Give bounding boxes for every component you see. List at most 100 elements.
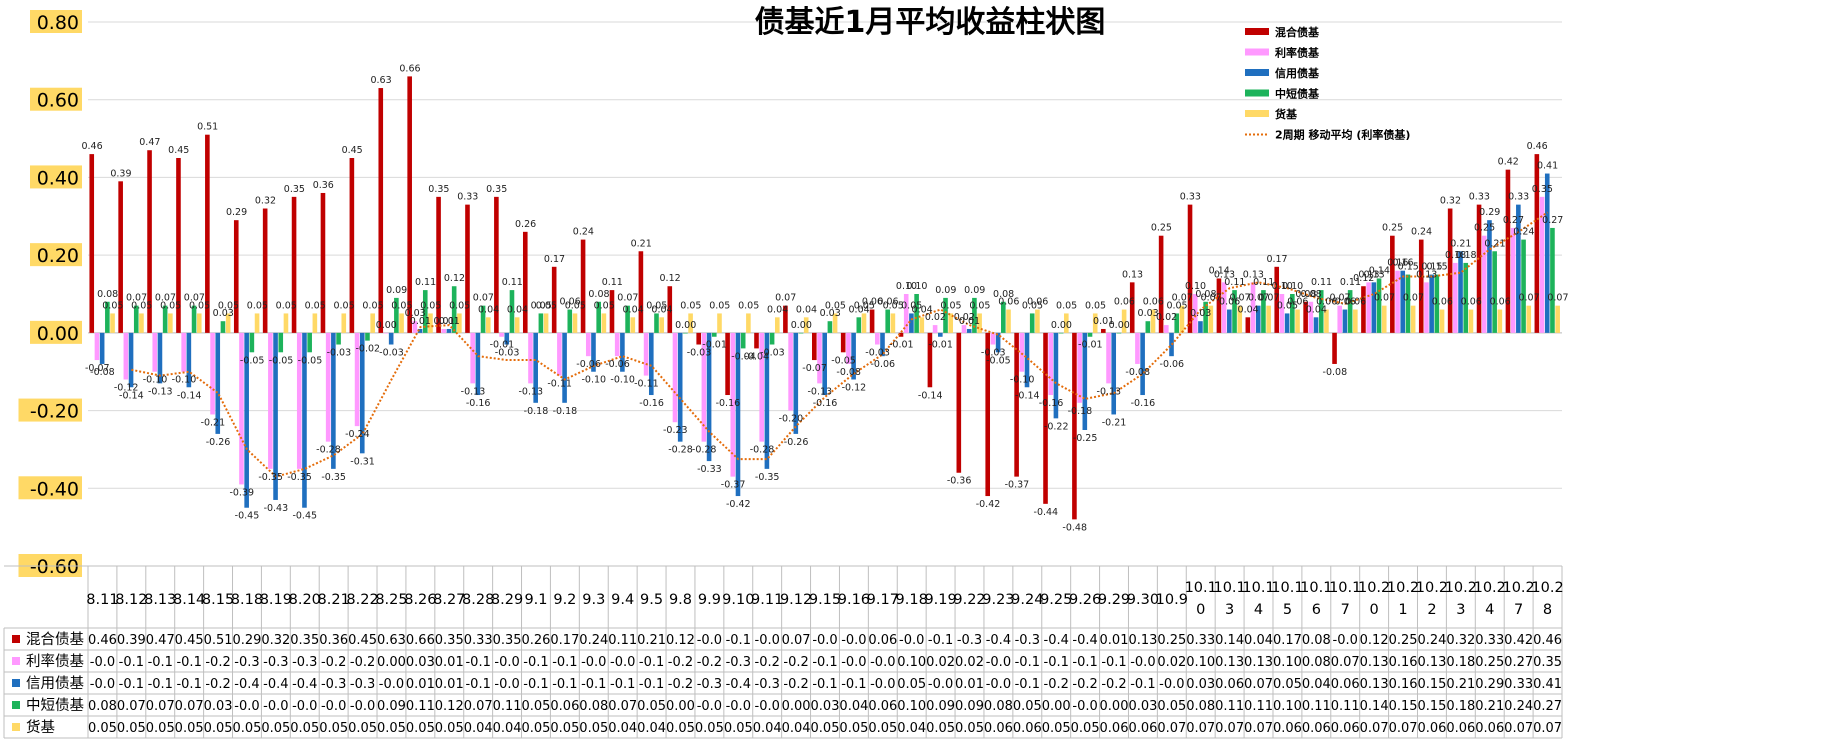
bar-short xyxy=(105,301,110,333)
table-cell: 0.12 xyxy=(435,699,464,714)
table-cell: 0.24 xyxy=(579,633,608,648)
bar-credit xyxy=(244,332,249,508)
bar-short xyxy=(972,297,977,333)
data-label-short: 0.21 xyxy=(1484,238,1505,249)
table-cell: 0.08 xyxy=(984,699,1013,714)
category-label: 9.5 xyxy=(640,592,663,608)
bar-credit xyxy=(793,332,799,434)
bar-credit xyxy=(1429,274,1434,333)
data-label-mixed: 0.12 xyxy=(1353,273,1374,284)
table-cell: -0.1 xyxy=(639,655,664,670)
bar-rate xyxy=(296,332,302,469)
bar-money xyxy=(890,313,896,333)
table-cell: 0.10 xyxy=(897,699,926,714)
table-cell: 0.08 xyxy=(1186,699,1215,714)
table-cell: 0.13 xyxy=(1215,655,1244,670)
bar-short xyxy=(1174,313,1180,333)
data-label-money: 0.05 xyxy=(709,300,730,311)
table-cell: -0.2 xyxy=(205,655,230,670)
data-label-mixed: -0.44 xyxy=(1034,507,1059,518)
table-cell: 0.11 xyxy=(1215,699,1244,714)
row-legend-key-short xyxy=(12,701,20,709)
bar-money xyxy=(1092,313,1098,333)
data-label-mixed: 0.12 xyxy=(660,273,681,284)
table-cell: 0.13 xyxy=(1128,633,1157,648)
data-label-short: 0.06 xyxy=(877,297,898,308)
data-label-credit: -0.14 xyxy=(177,390,202,401)
table-cell: 0.01 xyxy=(406,677,435,692)
data-label-rate: -0.08 xyxy=(1125,367,1150,378)
table-cell: 0.33 xyxy=(1475,633,1504,648)
table-cell: 0.33 xyxy=(1504,677,1533,692)
y-tick-label: 0.40 xyxy=(37,167,79,189)
bar-rate xyxy=(1453,262,1458,333)
table-cell: 0.13 xyxy=(1360,655,1389,670)
data-label-money: 0.07 xyxy=(1374,293,1395,304)
bar-money xyxy=(225,313,231,333)
bar-money xyxy=(428,313,433,333)
bar-rate xyxy=(1221,282,1227,333)
data-label-short: 0.11 xyxy=(1311,277,1332,288)
bar-rate xyxy=(1164,325,1169,333)
bar-credit xyxy=(1544,173,1550,333)
data-label-mixed: 0.01 xyxy=(1093,316,1114,327)
table-cell: 0.11 xyxy=(1331,699,1360,714)
data-label-money: 0.05 xyxy=(883,300,904,311)
bar-rate xyxy=(325,332,331,442)
data-label-mixed: -0.42 xyxy=(976,499,1001,510)
bar-money xyxy=(688,313,693,333)
table-cell: 0.08 xyxy=(88,699,117,714)
bar-rate xyxy=(1424,282,1429,333)
table-cell: -0.1 xyxy=(148,655,173,670)
data-label-rate: -0.24 xyxy=(345,429,370,440)
data-label-credit: -0.14 xyxy=(1015,390,1040,401)
bar-money xyxy=(1121,309,1127,333)
bar-mixed xyxy=(436,196,441,333)
bar-credit xyxy=(1342,309,1348,333)
table-cell: 0.13 xyxy=(1360,677,1389,692)
bar-money xyxy=(370,313,375,333)
bar-mixed xyxy=(812,332,817,361)
bar-rate xyxy=(383,332,389,334)
bar-mixed xyxy=(1129,282,1135,333)
data-label-short: -0.05 xyxy=(269,355,294,366)
data-label-money: 0.05 xyxy=(594,300,615,311)
table-cell: 0.15 xyxy=(1389,699,1418,714)
bar-rate xyxy=(1192,294,1198,333)
bar-money xyxy=(457,313,462,333)
table-cell: -0.0 xyxy=(870,655,895,670)
data-label-credit: 0.29 xyxy=(1479,207,1500,218)
legend-label-money: 货基 xyxy=(1274,107,1298,121)
data-label-mixed: -0.05 xyxy=(831,355,856,366)
table-cell: 0.07 xyxy=(146,699,175,714)
bar-rate xyxy=(123,332,129,380)
data-label-mixed: 0.46 xyxy=(1527,141,1548,152)
category-label: 8.20 xyxy=(289,592,321,608)
bar-mixed xyxy=(1447,208,1453,333)
bar-rate xyxy=(788,332,793,411)
data-label-short: 0.07 xyxy=(155,293,176,304)
y-axis: 0.80 0.60 0.40 0.20 0.00 -0.20 -0.40 -0.60 xyxy=(18,10,82,578)
data-label-money: 0.06 xyxy=(1027,297,1048,308)
data-label-credit: 0.15 xyxy=(1421,262,1442,273)
data-label-short: 0.18 xyxy=(1455,250,1476,261)
y-tick-bg xyxy=(30,165,82,189)
bar-short xyxy=(1318,290,1324,333)
data-label-mixed: -0.08 xyxy=(1323,367,1348,378)
table-cell: 0.07 xyxy=(117,699,146,714)
bar-money xyxy=(1064,313,1069,333)
bar-short xyxy=(914,294,919,333)
data-label-credit: -0.33 xyxy=(697,464,722,475)
bar-money xyxy=(803,317,809,333)
bar-mixed xyxy=(580,239,586,333)
data-label-money: 0.05 xyxy=(276,300,297,311)
bar-credit xyxy=(504,332,510,345)
bar-money xyxy=(948,313,954,333)
table-cell: 0.46 xyxy=(1533,633,1562,648)
category-label: 8.27 xyxy=(433,592,465,608)
table-cell: 0.05 xyxy=(261,721,290,736)
table-cell: 0.25 xyxy=(1157,633,1186,648)
table-cell: 0.05 xyxy=(868,721,897,736)
bar-mixed xyxy=(1361,286,1366,333)
table-cell: 0.00 xyxy=(1100,699,1129,714)
